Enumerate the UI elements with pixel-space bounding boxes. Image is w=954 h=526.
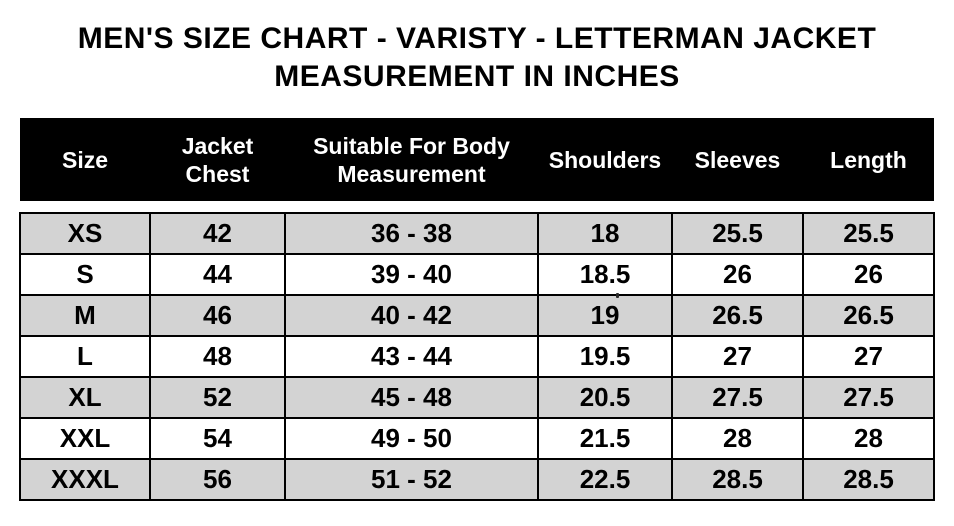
col-header-jacket-chest: Jacket Chest <box>181 132 254 187</box>
length-cell: 25.5 <box>802 212 935 255</box>
jacket-chest-cell: 46 <box>149 294 286 337</box>
sleeves-cell: 28 <box>671 417 804 460</box>
jacket-chest-cell: 54 <box>149 417 286 460</box>
sleeves-cell: 27.5 <box>671 376 804 419</box>
col-header-length: Length <box>830 146 907 173</box>
length-cell: 26.5 <box>802 294 935 337</box>
length-cell: 27 <box>802 335 935 378</box>
shoulders-cell: 18 <box>537 212 673 255</box>
table-header-row: Size Jacket Chest Suitable For Body Meas… <box>20 118 934 201</box>
size-cell: XS <box>19 212 151 255</box>
table-row-l: L 48 43 - 44 19.5 27 27 <box>19 335 935 378</box>
jacket-chest-cell: 56 <box>149 458 286 501</box>
sleeves-cell: 25.5 <box>671 212 804 255</box>
body-measurement-cell: 39 - 40 <box>284 253 539 296</box>
size-table-body: XS 42 36 - 38 18 25.5 25.5 S 44 39 - 40 … <box>19 212 935 501</box>
body-measurement-cell: 43 - 44 <box>284 335 539 378</box>
jacket-chest-cell: 44 <box>149 253 286 296</box>
shoulders-cell: 20.5 <box>537 376 673 419</box>
table-row-xxxl: XXXL 56 51 - 52 22.5 28.5 28.5 <box>19 458 935 501</box>
body-measurement-cell: 51 - 52 <box>284 458 539 501</box>
shoulders-cell: 19.5 <box>537 335 673 378</box>
table-row-xl: XL 52 45 - 48 20.5 27.5 27.5 <box>19 376 935 419</box>
page-title-line1: MEN'S SIZE CHART - VARISTY - LETTERMAN J… <box>77 22 877 55</box>
body-measurement-cell: 40 - 42 <box>284 294 539 337</box>
shoulders-cell: 21.5 <box>537 417 673 460</box>
table-row-s: S 44 39 - 40 18.5 26 26 <box>19 253 935 296</box>
stray-ink-mark <box>616 293 619 298</box>
table-row-xs: XS 42 36 - 38 18 25.5 25.5 <box>19 212 935 255</box>
page-title: MEN'S SIZE CHART - VARISTY - LETTERMAN J… <box>0 0 954 96</box>
page-title-line2: MEASUREMENT IN INCHES <box>274 60 680 93</box>
table-row-m: M 46 40 - 42 19 26.5 26.5 <box>19 294 935 337</box>
shoulders-cell: 19 <box>537 294 673 337</box>
shoulders-cell: 18.5 <box>537 253 673 296</box>
size-cell: S <box>19 253 151 296</box>
col-header-shoulders: Shoulders <box>548 146 662 173</box>
jacket-chest-cell: 42 <box>149 212 286 255</box>
body-measurement-cell: 49 - 50 <box>284 417 539 460</box>
body-measurement-cell: 45 - 48 <box>284 376 539 419</box>
size-cell: M <box>19 294 151 337</box>
sleeves-cell: 27 <box>671 335 804 378</box>
length-cell: 27.5 <box>802 376 935 419</box>
jacket-chest-cell: 52 <box>149 376 286 419</box>
size-cell: XL <box>19 376 151 419</box>
col-header-sleeves: Sleeves <box>694 146 781 173</box>
body-measurement-cell: 36 - 38 <box>284 212 539 255</box>
length-cell: 28 <box>802 417 935 460</box>
size-cell: XXL <box>19 417 151 460</box>
jacket-chest-cell: 48 <box>149 335 286 378</box>
col-header-body-measurement: Suitable For Body Measurement <box>313 132 510 187</box>
sleeves-cell: 26 <box>671 253 804 296</box>
col-header-size: Size <box>61 146 109 173</box>
sleeves-cell: 26.5 <box>671 294 804 337</box>
shoulders-cell: 22.5 <box>537 458 673 501</box>
size-cell: L <box>19 335 151 378</box>
length-cell: 26 <box>802 253 935 296</box>
sleeves-cell: 28.5 <box>671 458 804 501</box>
table-row-xxl: XXL 54 49 - 50 21.5 28 28 <box>19 417 935 460</box>
size-cell: XXXL <box>19 458 151 501</box>
length-cell: 28.5 <box>802 458 935 501</box>
